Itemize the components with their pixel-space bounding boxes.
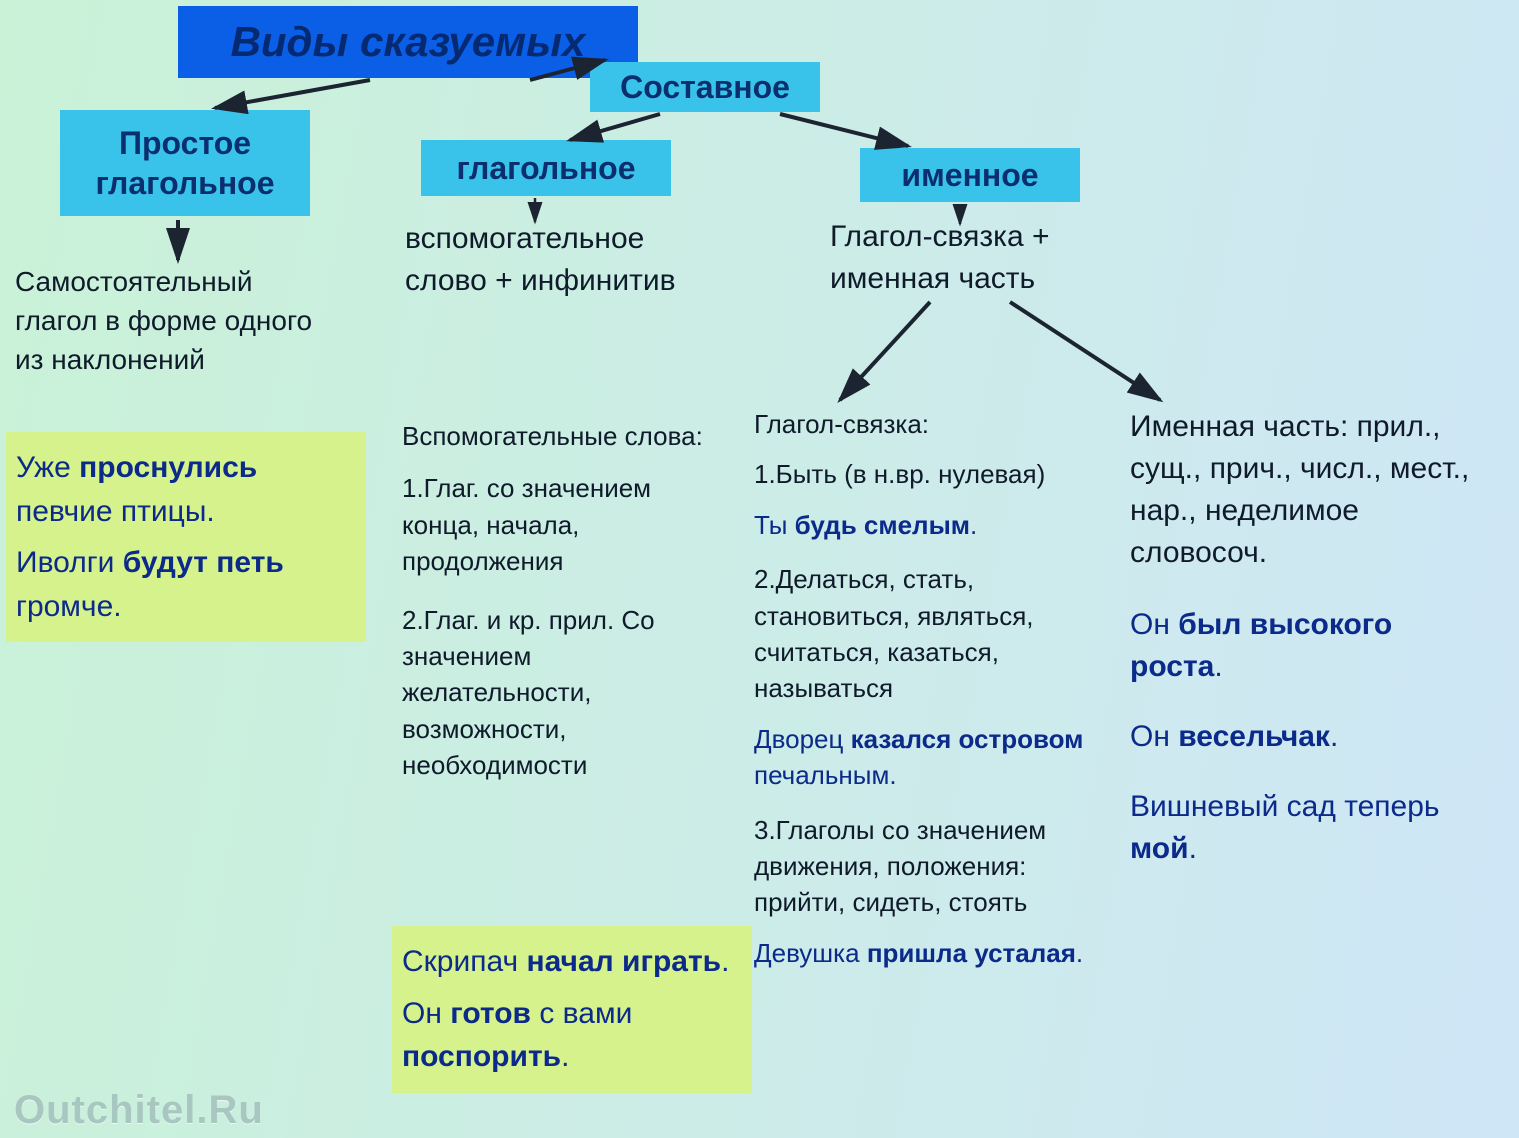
node-compound: Составное: [590, 62, 820, 112]
examples-simple: Уже проснулись певчие птицы.Иволги будут…: [6, 432, 366, 642]
examples-verbal: Скрипач начал играть.Он готов с вами пос…: [392, 926, 752, 1093]
def-simple: Самостоятельный глагол в форме одного из…: [15, 262, 315, 380]
watermark: Outchitel.Ru: [14, 1088, 264, 1133]
link-verb-column: Глагол-связка:1.Быть (в н.вр. нулевая)Ты…: [754, 406, 1094, 989]
nominal-part-column: Именная часть: прил., сущ., прич., числ.…: [1130, 406, 1490, 898]
def-nominal: Глагол-связка + именная часть: [830, 216, 1130, 300]
node-verbal: глагольное: [421, 140, 671, 196]
title-box: Виды сказуемых: [178, 6, 638, 78]
node-nominal: именное: [860, 148, 1080, 202]
verbal-aux-list: Вспомогательные слова:1.Глаг. со значени…: [402, 418, 722, 806]
def-verbal: вспомогательное слово + инфинитив: [405, 218, 725, 302]
node-simple-verb: Простоеглагольное: [60, 110, 310, 216]
diagram-stage: Виды сказуемыхСоставное Простоеглагольное…: [0, 0, 1519, 1138]
